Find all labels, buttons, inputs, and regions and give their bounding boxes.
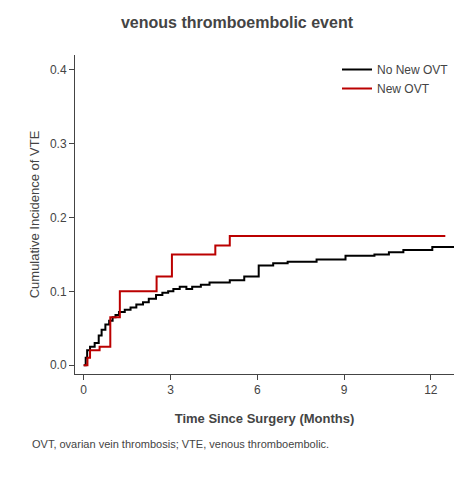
svg-text:12: 12 [424,383,438,397]
svg-text:0.3: 0.3 [50,137,67,151]
svg-text:0.2: 0.2 [50,211,67,225]
svg-text:3: 3 [167,383,174,397]
svg-text:No New OVT: No New OVT [377,63,448,77]
svg-text:venous thromboembolic event: venous thromboembolic event [121,14,354,31]
svg-text:0.1: 0.1 [50,285,67,299]
svg-text:0.4: 0.4 [50,63,67,77]
svg-text:New OVT: New OVT [377,82,430,96]
svg-text:OVT, ovarian vein thrombosis;: OVT, ovarian vein thrombosis; VTE, venou… [32,438,329,450]
svg-text:9: 9 [341,383,348,397]
svg-text:0.0: 0.0 [50,358,67,372]
svg-text:Time Since Surgery (Months): Time Since Surgery (Months) [175,411,355,426]
svg-text:0: 0 [80,383,87,397]
svg-text:6: 6 [254,383,261,397]
svg-text:Cumulative Incidence of VTE: Cumulative Incidence of VTE [27,130,42,298]
